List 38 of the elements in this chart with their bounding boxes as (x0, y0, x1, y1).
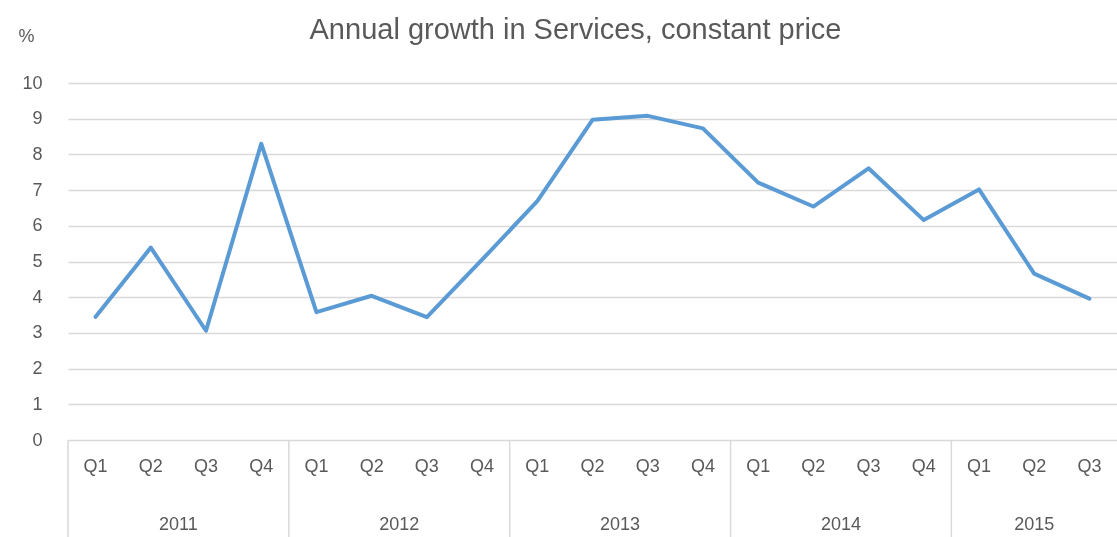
x-tick-label: Q4 (690, 456, 715, 476)
y-tick-label: 6 (32, 215, 43, 236)
x-tick-label: Q1 (304, 456, 329, 476)
y-tick-label: 5 (32, 251, 43, 271)
y-tick-label: 1 (32, 393, 43, 414)
y-tick-label: 4 (32, 286, 43, 307)
x-tick-label: Q2 (138, 456, 163, 476)
x-tick-label: Q1 (83, 456, 108, 476)
x-tick-label: Q3 (1077, 456, 1102, 476)
x-tick-label: Q4 (470, 456, 495, 476)
x-tick-label: Q4 (249, 456, 274, 476)
x-tick-label: Q3 (194, 456, 219, 476)
line-series (93, 113, 1092, 333)
x-tick-label: Q2 (359, 456, 384, 476)
text: 2014 (820, 514, 861, 534)
y-tick-label: 10 (22, 72, 43, 93)
y-tick-label: 0 (32, 429, 43, 450)
x-tick-label: Q2 (1022, 456, 1047, 476)
text: 2011 (159, 514, 198, 534)
y-tick-label: 9 (32, 108, 43, 129)
x-tick-label: Q2 (580, 456, 605, 476)
x-tick-label: Q4 (911, 456, 936, 476)
y-tick-label: 3 (32, 322, 43, 343)
y-axis-title: % (18, 25, 35, 46)
y-tick-label: 7 (32, 179, 43, 200)
text: 2015 (1014, 514, 1055, 534)
x-tick-label: Q1 (525, 456, 550, 476)
y-tick-label: 2 (32, 358, 43, 379)
x-tick-label: Q1 (746, 456, 771, 476)
x-tick-label: Q3 (856, 456, 881, 476)
y-tick-label: 8 (32, 143, 43, 164)
x-tick-label: Q3 (635, 456, 660, 476)
x-tick-label: Q2 (801, 456, 826, 476)
chart-title: Annual growth in Services, constant price (309, 13, 842, 45)
text: 2013 (600, 514, 641, 534)
x-tick-label: Q1 (966, 456, 991, 476)
x-tick-label: Q3 (414, 456, 439, 476)
text: 2012 (379, 514, 420, 534)
